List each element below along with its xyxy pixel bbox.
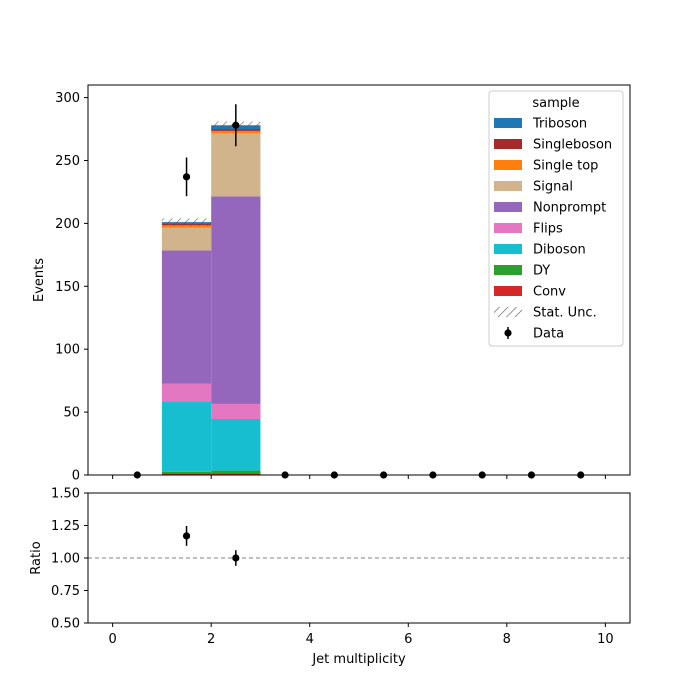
legend-swatch-dy xyxy=(494,265,522,275)
legend-swatch-conv xyxy=(494,286,522,296)
bar-dy xyxy=(161,471,212,474)
legend-swatch-singleboson xyxy=(494,139,522,149)
legend-swatch-diboson xyxy=(494,244,522,254)
legend-label-signal: Signal xyxy=(533,180,573,195)
legend-label-flips: Flips xyxy=(533,222,563,237)
y-tick-label: 0 xyxy=(72,469,80,484)
y-tick-label: 50 xyxy=(63,406,80,421)
ratio-y-axis-label: Ratio xyxy=(29,541,44,574)
y-tick-label: 200 xyxy=(55,217,80,232)
ratio-panel: 0.50 0.75 1.00 1.25 1.50 0 2 4 6 8 10 Ratio Jet m… xyxy=(29,487,631,667)
legend-swatch-single-top xyxy=(494,160,522,170)
legend-swatch-flips xyxy=(494,223,522,233)
legend-label-diboson: Diboson xyxy=(533,243,586,258)
data-point xyxy=(182,173,191,181)
y-axis-label: Events xyxy=(32,258,47,302)
legend-label-singleboson: Singleboson xyxy=(533,138,612,153)
bar-single-top xyxy=(161,225,212,228)
stat-unc-hatch xyxy=(161,218,212,226)
ratio-y-tick-label: 1.50 xyxy=(51,487,80,502)
legend-title: sample xyxy=(532,96,579,111)
y-tick-label: 150 xyxy=(55,280,80,295)
bar-flips xyxy=(161,383,212,402)
ratio-y-tick-label: 1.25 xyxy=(51,519,80,534)
y-tick-label: 300 xyxy=(55,91,80,106)
x-tick-label: 0 xyxy=(108,632,116,647)
bar-conv xyxy=(211,473,261,475)
legend-swatch-stat-unc xyxy=(494,307,522,317)
legend-label-dy: DY xyxy=(533,264,550,279)
legend-swatch-nonprompt xyxy=(494,202,522,212)
y-axis-ticks: 0 50 100 150 200 250 300 xyxy=(55,91,88,484)
x-axis-ticks: 0 2 4 6 8 10 xyxy=(108,623,614,647)
main-panel: 0 50 100 150 200 250 300 Events sample Triboso… xyxy=(32,84,631,484)
legend-label-data: Data xyxy=(533,327,564,342)
data-point xyxy=(232,121,240,129)
legend-swatch-signal xyxy=(494,181,522,191)
ratio-y-tick-label: 0.75 xyxy=(51,584,80,599)
ratio-y-tick-label: 1.00 xyxy=(51,552,80,567)
main-plot-frame xyxy=(87,84,631,476)
legend: sample Triboson Singleboson Single top Sign… xyxy=(488,90,624,347)
legend-items: Triboson Singleboson Single top Signal Nonpr… xyxy=(494,117,612,342)
ratio-y-axis-ticks: 0.50 0.75 1.00 1.25 1.50 xyxy=(51,487,88,632)
legend-label-nonprompt: Nonprompt xyxy=(533,201,606,216)
bar-flips xyxy=(211,403,261,420)
x-axis-ticks-top xyxy=(112,475,606,479)
legend-data-marker xyxy=(504,329,512,337)
x-tick-label: 10 xyxy=(597,632,614,647)
legend-box xyxy=(488,90,624,347)
x-tick-label: 8 xyxy=(503,632,511,647)
x-tick-label: 4 xyxy=(306,632,314,647)
x-axis-label: Jet multiplicity xyxy=(311,652,406,667)
x-tick-label: 6 xyxy=(404,632,412,647)
legend-swatch-triboson xyxy=(494,118,522,128)
legend-label-stat-unc: Stat. Unc. xyxy=(533,306,597,321)
stacked-bars xyxy=(161,125,261,475)
ratio-point xyxy=(232,554,240,562)
ratio-point xyxy=(182,532,191,540)
legend-label-conv: Conv xyxy=(533,285,566,300)
legend-label-triboson: Triboson xyxy=(532,117,587,132)
ratio-points xyxy=(182,526,240,566)
bar-dy xyxy=(211,470,261,474)
y-tick-label: 100 xyxy=(55,343,80,358)
bar-nonprompt xyxy=(211,196,261,404)
y-tick-label: 250 xyxy=(55,154,80,169)
ratio-y-tick-label: 0.50 xyxy=(51,617,80,632)
bar-signal xyxy=(161,227,212,251)
legend-label-single-top: Single top xyxy=(533,159,598,174)
bar-diboson xyxy=(211,419,261,471)
bar-diboson xyxy=(161,401,212,472)
bar-nonprompt xyxy=(161,250,212,384)
bar-conv xyxy=(161,473,212,475)
ratio-plot-frame xyxy=(87,492,631,624)
x-tick-label: 2 xyxy=(207,632,215,647)
